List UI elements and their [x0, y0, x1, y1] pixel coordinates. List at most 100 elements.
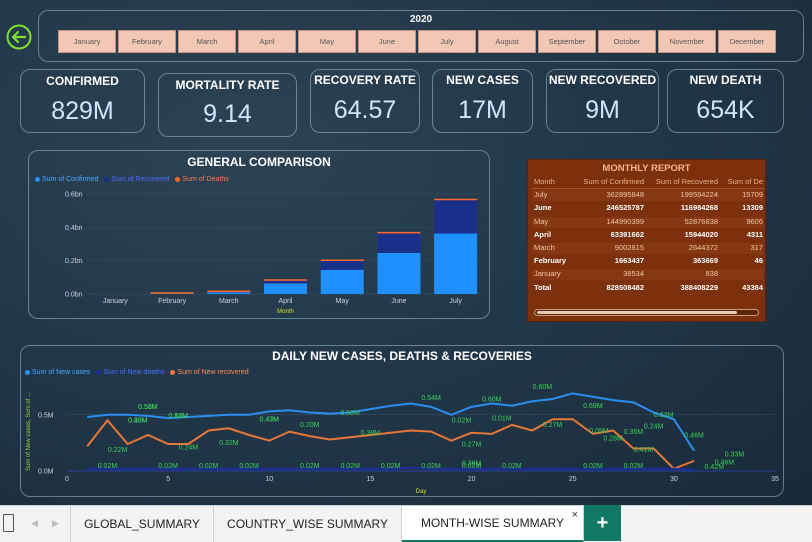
page-tab-bar: ◀ ▶ GLOBAL_SUMMARY COUNTRY_WISE SUMMARY … — [0, 505, 812, 542]
month-button-june[interactable]: June — [358, 30, 416, 53]
month-button-august[interactable]: August — [478, 30, 536, 53]
column-header: Month — [532, 177, 572, 188]
table-cell: 46 — [718, 256, 763, 267]
y-tick-label: 0.0M — [38, 469, 54, 476]
x-tick-label: 20 — [468, 476, 476, 483]
bar-sum-of-recovered — [264, 281, 307, 284]
data-label: 0.41M — [634, 447, 654, 454]
data-label: 0.28M — [603, 436, 623, 443]
table-cell: 9606 — [718, 217, 763, 228]
kpi-label: NEW CASES — [433, 73, 532, 87]
month-slicer-panel: 2020 January February March April May Ju… — [38, 10, 804, 62]
scrollbar-thumb[interactable] — [537, 311, 737, 314]
table-scrollbar[interactable] — [534, 309, 759, 316]
month-button-december[interactable]: December — [718, 30, 776, 53]
kpi-value: 9.14 — [159, 100, 296, 129]
kpi-label: MORTALITY RATE — [159, 78, 296, 92]
bar-sum-of-deaths — [377, 232, 420, 234]
x-tick-label: 0 — [65, 476, 69, 483]
table-cell: 199594224 — [644, 190, 718, 201]
y-axis-label: Sum of New cases, Sum of ... — [26, 392, 32, 471]
prev-page-icon[interactable]: ◀ — [31, 518, 38, 529]
table-cell: 116984268 — [644, 203, 718, 214]
table-cell: January — [532, 269, 572, 280]
general-comparison-chart: GENERAL COMPARISON Sum of Confirmed Sum … — [28, 150, 490, 319]
next-page-icon[interactable]: ▶ — [52, 518, 59, 529]
data-label: 0.54M — [421, 395, 441, 402]
data-label: 0.09M — [589, 428, 609, 435]
x-tick-label: June — [391, 298, 406, 305]
table-cell: 52876838 — [644, 217, 718, 228]
table-cell: 144990399 — [572, 217, 644, 228]
tab-label: MONTH-WISE SUMMARY — [421, 516, 564, 530]
data-label: 0.02M — [502, 463, 522, 470]
data-label: 0.50M — [340, 410, 360, 417]
month-button-november[interactable]: November — [658, 30, 716, 53]
data-label: 0.60M — [533, 384, 553, 391]
data-label: 0.22M — [108, 447, 128, 454]
table-cell: July — [532, 190, 572, 201]
month-button-september[interactable]: September — [538, 30, 596, 53]
data-label: 0.02M — [462, 463, 482, 470]
bar-sum-of-deaths — [207, 291, 250, 293]
tab-month-wise-summary[interactable]: MONTH-WISE SUMMARY × — [402, 506, 584, 542]
data-label: 0.02M — [624, 463, 644, 470]
table-cell: 15709 — [718, 190, 763, 201]
column-header: Sum of Recovered — [644, 177, 718, 188]
x-axis-label: Month — [277, 309, 294, 315]
add-page-button[interactable]: + — [584, 505, 621, 541]
x-tick-label: 25 — [569, 476, 577, 483]
x-tick-label: 30 — [670, 476, 678, 483]
table-cell: April — [532, 230, 572, 241]
x-tick-label: April — [278, 298, 292, 305]
bar-sum-of-confirmed — [207, 292, 250, 294]
close-tab-icon[interactable]: × — [572, 509, 578, 521]
data-label: 0.02M — [158, 463, 178, 470]
bar-sum-of-recovered — [321, 261, 364, 270]
data-label: 0.57M — [169, 413, 189, 420]
data-label: 0.02M — [98, 463, 118, 470]
data-label: 0.24M — [179, 445, 199, 452]
bar-sum-of-recovered — [434, 200, 477, 233]
data-label: 0.02M — [381, 463, 401, 470]
year-title: 2020 — [39, 14, 803, 25]
kpi-label: CONFIRMED — [21, 74, 144, 88]
x-tick-label: 5 — [166, 476, 170, 483]
kpi-value: 17M — [433, 96, 532, 125]
data-label: 0.02M — [452, 418, 472, 425]
tab-country-wise-summary[interactable]: COUNTRY_WISE SUMMARY — [214, 506, 402, 542]
month-button-march[interactable]: March — [178, 30, 236, 53]
bar-sum-of-confirmed — [377, 253, 420, 294]
bar-sum-of-deaths — [434, 199, 477, 201]
month-button-may[interactable]: May — [298, 30, 356, 53]
kpi-card-new-recovered: NEW RECOVERED 9M — [546, 69, 659, 133]
table-cell: May — [532, 217, 572, 228]
data-label: 0.32M — [219, 440, 239, 447]
back-arrow-icon[interactable] — [6, 24, 32, 50]
table-cell: 317 — [718, 243, 763, 254]
month-button-october[interactable]: October — [598, 30, 656, 53]
tab-global-summary[interactable]: GLOBAL_SUMMARY — [70, 506, 214, 542]
table-cell: 838 — [644, 269, 718, 280]
data-label: 0.46M — [684, 432, 704, 439]
data-label: 0.27M — [543, 422, 563, 429]
month-button-april[interactable]: April — [238, 30, 296, 53]
table-cell: 13309 — [718, 203, 763, 214]
data-label: 0.69M — [583, 403, 603, 410]
month-button-february[interactable]: February — [118, 30, 176, 53]
month-button-january[interactable]: January — [58, 30, 116, 53]
page-icon — [3, 514, 14, 532]
month-button-july[interactable]: July — [418, 30, 476, 53]
data-label: 0.24M — [644, 423, 664, 430]
kpi-card-new-cases: NEW CASES 17M — [432, 69, 533, 133]
kpi-label: NEW DEATH — [668, 73, 783, 87]
